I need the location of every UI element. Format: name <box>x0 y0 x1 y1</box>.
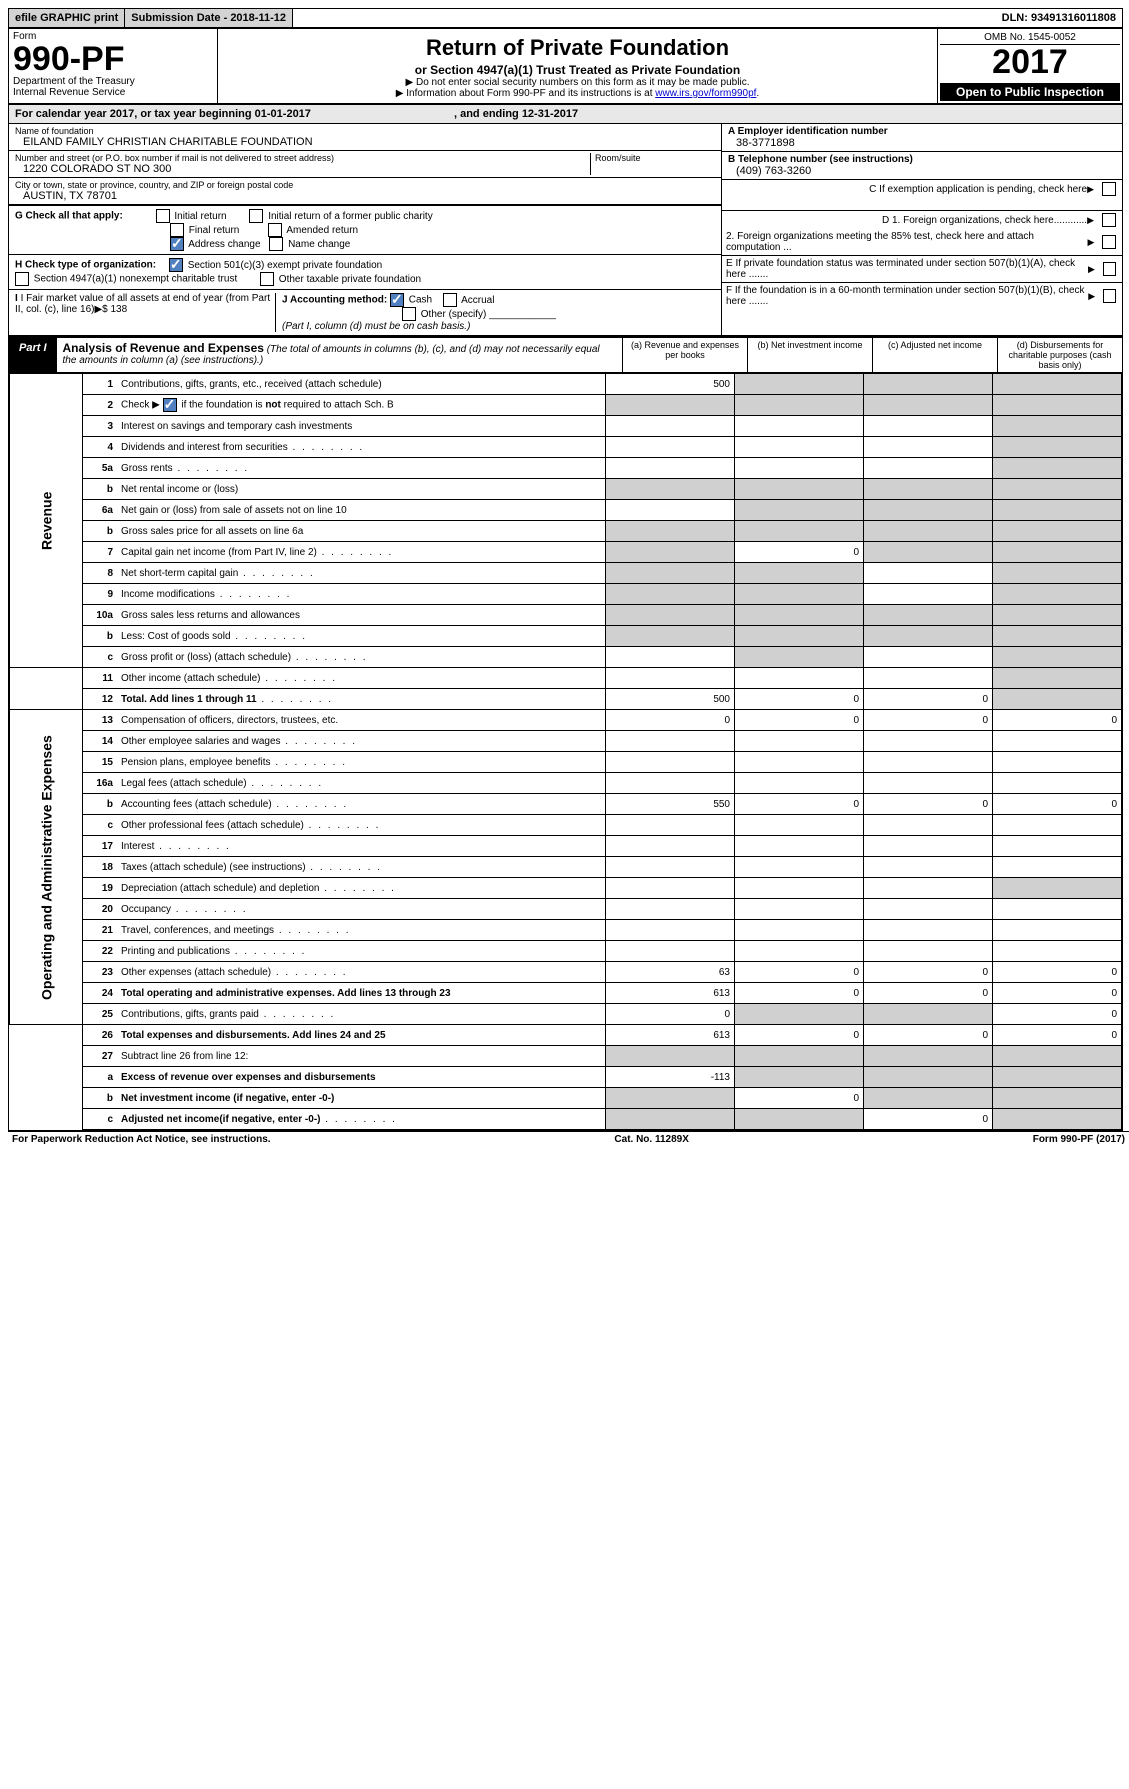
cb-other-method[interactable] <box>402 307 416 321</box>
cb-initial-former[interactable] <box>249 209 263 223</box>
f-check: F If the foundation is in a 60-month ter… <box>722 283 1122 309</box>
cb-foreign-org[interactable] <box>1102 213 1116 227</box>
form-title: Return of Private Foundation <box>222 35 933 61</box>
form-number: 990-PF <box>13 42 213 76</box>
phone-cell: B Telephone number (see instructions) (4… <box>722 152 1122 180</box>
irs-link[interactable]: www.irs.gov/form990pf <box>655 88 756 99</box>
info-block: Name of foundation EILAND FAMILY CHRISTI… <box>9 124 1122 336</box>
instr-1: ▶ Do not enter social security numbers o… <box>222 77 933 88</box>
instr-2: ▶ Information about Form 990-PF and its … <box>222 88 933 99</box>
part1-header: Part I Analysis of Revenue and Expenses … <box>9 336 1122 373</box>
topbar: efile GRAPHIC print Submission Date - 20… <box>9 9 1122 29</box>
cb-name-change[interactable] <box>269 237 283 251</box>
efile-button[interactable]: efile GRAPHIC print <box>9 9 125 27</box>
part1-desc: Analysis of Revenue and Expenses (The to… <box>57 338 623 372</box>
revenue-label: Revenue <box>10 374 83 668</box>
dept-label: Department of the Treasury <box>13 76 213 87</box>
part1-table: Revenue 1Contributions, gifts, grants, e… <box>9 373 1122 1130</box>
cb-exemption-pending[interactable] <box>1102 182 1116 196</box>
calendar-year-row: For calendar year 2017, or tax year begi… <box>9 105 1122 124</box>
header-right: OMB No. 1545-0052 2017 Open to Public In… <box>937 29 1122 103</box>
cb-85pct[interactable] <box>1102 235 1116 249</box>
d2-check: 2. Foreign organizations meeting the 85%… <box>722 229 1122 256</box>
expenses-label: Operating and Administrative Expenses <box>10 710 83 1025</box>
footer: For Paperwork Reduction Act Notice, see … <box>8 1131 1129 1147</box>
form-ref: Form 990-PF (2017) <box>1033 1134 1125 1145</box>
d1-check: D 1. Foreign organizations, check here..… <box>722 211 1122 229</box>
cb-501c3[interactable] <box>169 258 183 272</box>
irs-label: Internal Revenue Service <box>13 87 213 98</box>
c-check: C If exemption application is pending, c… <box>722 180 1122 211</box>
cb-amended-return[interactable] <box>268 223 282 237</box>
header-left: Form 990-PF Department of the Treasury I… <box>9 29 218 103</box>
dln-label: DLN: 93491316011808 <box>996 9 1122 27</box>
header-mid: Return of Private Foundation or Section … <box>218 29 937 103</box>
cb-accrual[interactable] <box>443 293 457 307</box>
ein-cell: A Employer identification number 38-3771… <box>722 124 1122 152</box>
cb-sch-b[interactable] <box>163 398 177 412</box>
form-container: efile GRAPHIC print Submission Date - 20… <box>8 8 1123 1131</box>
part1-tag: Part I <box>9 338 57 372</box>
cat-no: Cat. No. 11289X <box>614 1134 688 1145</box>
cb-cash[interactable] <box>390 293 404 307</box>
paperwork-notice: For Paperwork Reduction Act Notice, see … <box>12 1134 271 1145</box>
col-c-hdr: (c) Adjusted net income <box>873 338 998 372</box>
col-b-hdr: (b) Net investment income <box>748 338 873 372</box>
e-check: E If private foundation status was termi… <box>722 256 1122 283</box>
header-row: Form 990-PF Department of the Treasury I… <box>9 29 1122 105</box>
open-public-badge: Open to Public Inspection <box>940 83 1120 101</box>
cb-other-taxable[interactable] <box>260 272 274 286</box>
col-d-hdr: (d) Disbursements for charitable purpose… <box>998 338 1122 372</box>
street-cell: Number and street (or P.O. box number if… <box>9 151 721 178</box>
cb-address-change[interactable] <box>170 237 184 251</box>
form-subtitle: or Section 4947(a)(1) Trust Treated as P… <box>222 63 933 77</box>
g-row: G Check all that apply: Initial return I… <box>9 206 721 255</box>
cb-initial-return[interactable] <box>156 209 170 223</box>
cb-terminated[interactable] <box>1103 262 1116 276</box>
tax-year: 2017 <box>940 45 1120 79</box>
col-a-hdr: (a) Revenue and expenses per books <box>623 338 748 372</box>
city-cell: City or town, state or province, country… <box>9 178 721 206</box>
h-row: H Check type of organization: Section 50… <box>9 255 721 290</box>
submission-date-button[interactable]: Submission Date - 2018-11-12 <box>125 9 293 27</box>
foundation-name-cell: Name of foundation EILAND FAMILY CHRISTI… <box>9 124 721 151</box>
cb-60month[interactable] <box>1103 289 1116 303</box>
ij-row: I I Fair market value of all assets at e… <box>9 290 721 335</box>
cb-4947[interactable] <box>15 272 29 286</box>
